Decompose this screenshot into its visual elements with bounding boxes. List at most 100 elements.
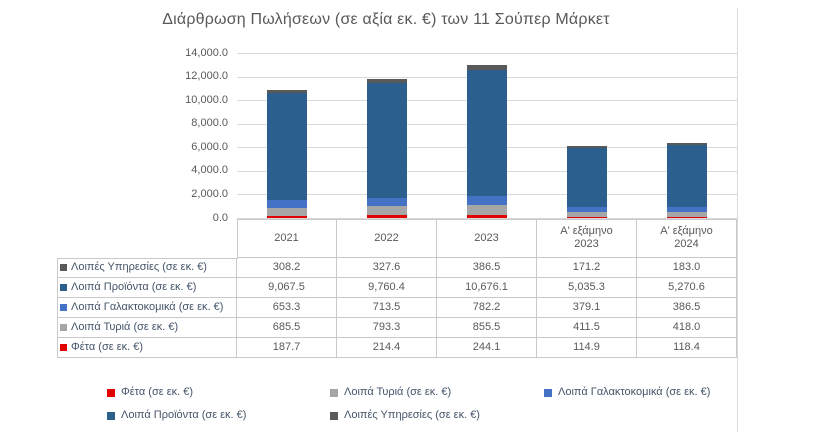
bar-segment <box>367 215 407 218</box>
table-row-label-text: Λοιπά Γαλακτοκομικά (σε εκ. €) <box>71 301 224 313</box>
table-cell: 171.2 <box>537 258 637 278</box>
bar-segment <box>567 207 607 212</box>
table-cell: 187.7 <box>237 338 337 358</box>
series-marker-icon <box>60 264 67 271</box>
bar-segment <box>267 215 307 218</box>
table-cell: 183.0 <box>637 258 737 278</box>
legend-marker-icon <box>330 411 338 420</box>
table-cell: 10,676.1 <box>437 278 537 298</box>
legend-label: Λοιπά Γαλακτοκομικά (σε εκ. €) <box>558 386 711 398</box>
legend-item: Λοιπά Τυριά (σε εκ. €) <box>330 386 451 399</box>
legend-item: Λοιπά Γαλακτοκομικά (σε εκ. €) <box>544 386 710 399</box>
bar-segment <box>667 216 707 218</box>
legend-item: Λοιπά Προϊόντα (σε εκ. €) <box>107 409 246 422</box>
data-table: 2021 2022 2023 Α' εξάμηνο 2023 Α' εξάμηνο 20… <box>57 219 738 358</box>
table-row-label: Λοιπά Προϊόντα (σε εκ. €) <box>57 278 237 298</box>
table-cell: 653.3 <box>237 298 337 318</box>
table-cell: 793.3 <box>337 318 437 338</box>
table-border-line <box>237 219 738 220</box>
table-row-label-text: Λοιπές Υπηρεσίες (σε εκ. €) <box>71 261 207 273</box>
legend-marker-icon <box>107 388 115 397</box>
bar-segment <box>667 207 707 212</box>
table-border-line <box>57 258 238 259</box>
table-cell: 327.6 <box>337 258 437 278</box>
y-axis-tick-label: 10,000.0 <box>185 93 228 106</box>
table-cell: 782.2 <box>437 298 537 318</box>
legend-label: Λοιπά Προϊόντα (σε εκ. €) <box>121 409 247 421</box>
table-header-cell: Α' εξάμηνο 2023 <box>537 219 637 258</box>
table-cell: 244.1 <box>437 338 537 358</box>
bar-segment <box>367 82 407 198</box>
bar-segment <box>367 197 407 207</box>
table-cell: 114.9 <box>537 338 637 358</box>
table-border-line <box>57 258 58 358</box>
panel-right-border <box>737 8 738 432</box>
bar-segment <box>467 65 507 70</box>
bar-segment <box>567 216 607 218</box>
bar-segment <box>467 215 507 218</box>
legend-item: Λοιπές Υπηρεσίες (σε εκ. €) <box>330 409 480 422</box>
series-marker-icon <box>60 284 67 291</box>
table-cell: 411.5 <box>537 318 637 338</box>
bar-segment <box>667 211 707 217</box>
legend-label: Φέτα (σε εκ. €) <box>121 386 193 398</box>
bar-segment <box>667 142 707 145</box>
bar-segment <box>267 207 307 216</box>
series-marker-icon <box>60 344 67 351</box>
bar-segment <box>267 93 307 200</box>
y-axis-tick-label: 0.0 <box>212 211 228 224</box>
gridline <box>237 53 737 54</box>
bar-segment <box>467 70 507 196</box>
table-cell: 685.5 <box>237 318 337 338</box>
y-axis-tick-label: 6,000.0 <box>191 140 228 153</box>
bar-segment <box>367 206 407 216</box>
table-row-label-text: Φέτα (σε εκ. €) <box>71 341 143 353</box>
table-cell: 855.5 <box>437 318 537 338</box>
bar-segment <box>467 205 507 216</box>
legend-marker-icon <box>330 388 338 397</box>
y-axis-tick-label: 14,000.0 <box>185 46 228 59</box>
table-cell: 214.4 <box>337 338 437 358</box>
y-axis-tick-label: 12,000.0 <box>185 70 228 83</box>
bar-segment <box>367 78 407 83</box>
bar-segment <box>567 145 607 148</box>
series-marker-icon <box>60 324 67 331</box>
legend-label: Λοιπά Τυριά (σε εκ. €) <box>344 386 452 398</box>
table-row-label: Λοιπές Υπηρεσίες (σε εκ. €) <box>57 258 237 278</box>
table-header-cell: Α' εξάμηνο 2024 <box>637 219 737 258</box>
table-row-label: Λοιπά Γαλακτοκομικά (σε εκ. €) <box>57 298 237 318</box>
legend-marker-icon <box>544 388 552 397</box>
y-axis-tick-label: 2,000.0 <box>191 187 228 200</box>
chart-title: Διάρθρωση Πωλήσεων (σε αξία εκ. €) των 1… <box>162 11 610 28</box>
table-cell: 418.0 <box>637 318 737 338</box>
bar-segment <box>567 147 607 208</box>
table-row-label-text: Λοιπά Τυριά (σε εκ. €) <box>71 321 179 333</box>
table-header-cell: 2022 <box>337 219 437 258</box>
table-cell: 9,067.5 <box>237 278 337 298</box>
table-cell: 386.5 <box>637 298 737 318</box>
table-cell: 379.1 <box>537 298 637 318</box>
table-row-label-text: Λοιπά Προϊόντα (σε εκ. €) <box>71 281 197 293</box>
table-cell: 713.5 <box>337 298 437 318</box>
table-cell: 5,270.6 <box>637 278 737 298</box>
table-cell: 118.4 <box>637 338 737 358</box>
bar-segment <box>567 211 607 217</box>
table-cell: 5,035.3 <box>537 278 637 298</box>
bar-segment <box>267 89 307 94</box>
table-cell: 9,760.4 <box>337 278 437 298</box>
gridline <box>237 218 737 219</box>
bar-segment <box>467 195 507 206</box>
table-row-label: Φέτα (σε εκ. €) <box>57 338 237 358</box>
legend-marker-icon <box>107 411 115 420</box>
table-cell: 308.2 <box>237 258 337 278</box>
y-axis-tick-label: 4,000.0 <box>191 164 228 177</box>
table-border-line <box>237 219 238 258</box>
table-header-cell: 2023 <box>437 219 537 258</box>
bar-segment <box>267 200 307 208</box>
bar-segment <box>667 145 707 208</box>
table-cell: 386.5 <box>437 258 537 278</box>
table-row-label: Λοιπά Τυριά (σε εκ. €) <box>57 318 237 338</box>
legend-label: Λοιπές Υπηρεσίες (σε εκ. €) <box>344 409 480 421</box>
table-header-cell: 2021 <box>237 219 337 258</box>
